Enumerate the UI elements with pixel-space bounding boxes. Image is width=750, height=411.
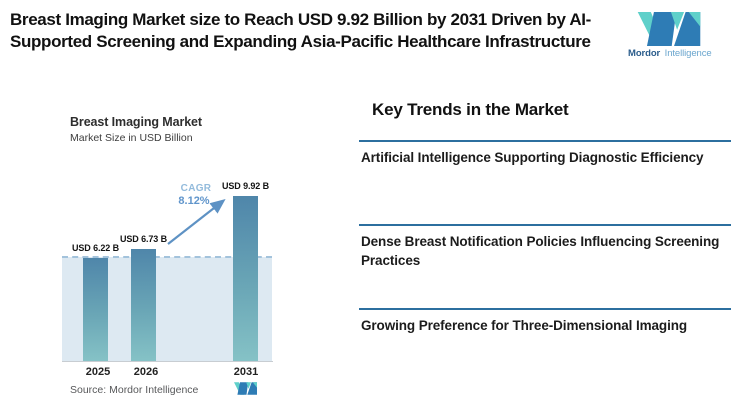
trend-divider bbox=[359, 224, 731, 226]
trend-divider bbox=[359, 308, 731, 310]
page-title: Breast Imaging Market size to Reach USD … bbox=[10, 10, 591, 51]
cagr-label: CAGR bbox=[180, 183, 212, 194]
key-trends-heading: Key Trends in the Market bbox=[372, 100, 569, 119]
chart-source: Source: Mordor Intelligence bbox=[70, 384, 199, 396]
bar-2026 bbox=[131, 249, 156, 361]
chart-plot-area: USD 6.22 B USD 6.73 B USD 9.92 B CAGR 8.… bbox=[62, 160, 272, 361]
trend-divider bbox=[359, 140, 731, 142]
reference-dashed-line bbox=[62, 256, 272, 258]
trend-item: Dense Breast Notification Policies Influ… bbox=[361, 234, 720, 268]
bar-value-2026: USD 6.73 B bbox=[119, 234, 168, 244]
bar-group-2031: USD 9.92 B bbox=[222, 160, 269, 361]
brand-name-bold: Mordor bbox=[628, 48, 661, 59]
bar-value-2025: USD 6.22 B bbox=[71, 243, 120, 253]
mordor-intelligence-logo-icon bbox=[630, 12, 708, 46]
bar-2025 bbox=[83, 258, 108, 361]
bar-group-2026: USD 6.73 B bbox=[120, 160, 167, 361]
bar-group-2025: USD 6.22 B bbox=[72, 160, 119, 361]
trend-item: Growing Preference for Three-Dimensional… bbox=[361, 318, 688, 333]
cagr-value: 8.12% bbox=[178, 195, 210, 207]
brand-wordmark: Mordor Intelligence bbox=[628, 48, 724, 59]
bar-2031 bbox=[233, 196, 258, 361]
bar-value-2031: USD 9.92 B bbox=[221, 181, 270, 191]
chart-title: Breast Imaging Market bbox=[70, 115, 202, 129]
brand-name-light: Intelligence bbox=[664, 48, 712, 59]
x-tick-2025: 2025 bbox=[85, 366, 111, 378]
trend-item: Artificial Intelligence Supporting Diagn… bbox=[361, 150, 704, 165]
mordor-intelligence-mini-logo-icon bbox=[234, 382, 257, 395]
x-tick-2031: 2031 bbox=[233, 366, 259, 378]
cagr-arrow-icon bbox=[167, 198, 226, 245]
x-tick-2026: 2026 bbox=[133, 366, 159, 378]
chart-subtitle: Market Size in USD Billion bbox=[70, 132, 193, 144]
x-axis-line bbox=[62, 361, 273, 362]
brand-logo: Mordor Intelligence bbox=[628, 12, 724, 59]
